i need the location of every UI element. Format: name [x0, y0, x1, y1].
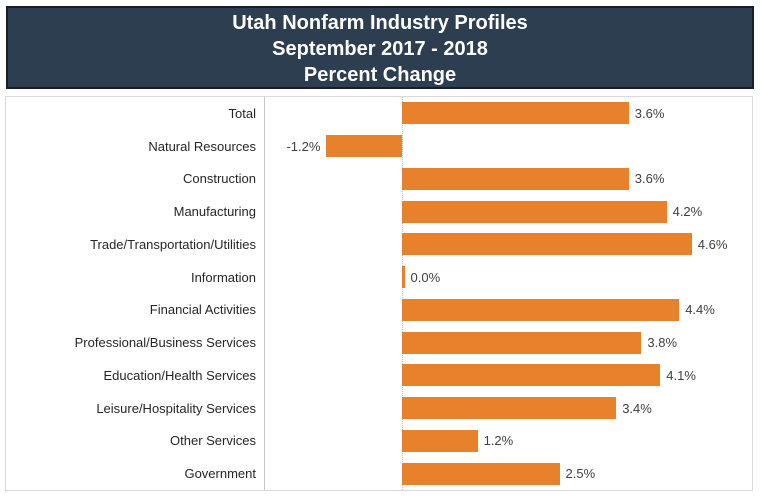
value-label: 4.6% [697, 236, 728, 252]
category-label: Information [190, 269, 256, 285]
plot-area: Total 3.6% Natural Resources -1.2% Construct… [5, 96, 753, 491]
category-label: Financial Activities [149, 302, 256, 318]
bar-row: Trade/Transportation/Utilities 4.6% [6, 228, 752, 261]
category-label: Education/Health Services [103, 367, 256, 383]
bar [402, 298, 680, 321]
bar-row: Construction 3.6% [6, 163, 752, 196]
bar-row: Total 3.6% [6, 97, 752, 130]
bar [326, 135, 402, 158]
value-label: 4.2% [672, 204, 703, 220]
category-label: Construction [183, 171, 256, 187]
chart-title-line2: September 2017 - 2018 [272, 38, 488, 60]
bar-row: Leisure/Hospitality Services 3.4% [6, 392, 752, 425]
value-label: 4.1% [666, 367, 696, 383]
bar-row: Manufacturing 4.2% [6, 195, 752, 228]
value-label: 3.6% [634, 105, 665, 121]
bar [402, 429, 478, 452]
bar [402, 266, 405, 289]
bar-row: Other Services 1.2% [6, 425, 752, 458]
value-label: 3.4% [622, 400, 652, 416]
value-label: 1.2% [483, 433, 514, 449]
bar [402, 167, 629, 190]
value-label: 0.0% [410, 269, 441, 285]
bar [402, 233, 692, 256]
category-label: Leisure/Hospitality Services [96, 400, 256, 416]
bar-row: Natural Resources -1.2% [6, 130, 752, 163]
bar [402, 462, 560, 485]
category-label: Natural Resources [148, 138, 256, 154]
category-label: Government [184, 466, 256, 482]
category-label: Professional/Business Services [74, 335, 256, 351]
bar [402, 397, 617, 420]
category-label: Trade/Transportation/Utilities [90, 236, 256, 252]
bar-row: Financial Activities 4.4% [6, 294, 752, 327]
bar-row: Information 0.0% [6, 261, 752, 294]
value-label: 2.5% [565, 466, 596, 482]
category-label: Other Services [170, 433, 256, 449]
bar-row: Government 2.5% [6, 457, 752, 490]
category-axis-line [264, 97, 265, 490]
value-label: 3.6% [634, 171, 665, 187]
category-label: Total [228, 105, 256, 121]
value-label: 4.4% [685, 302, 715, 318]
bar-row: Professional/Business Services 3.8% [6, 326, 752, 359]
bar [402, 200, 667, 223]
bar [402, 102, 629, 125]
value-label: 3.8% [647, 335, 678, 351]
chart-title: Utah Nonfarm Industry Profiles September… [6, 6, 754, 89]
bar-row: Education/Health Services 4.1% [6, 359, 752, 392]
bars-area: Total 3.6% Natural Resources -1.2% Construct… [6, 97, 752, 490]
chart-title-line1: Utah Nonfarm Industry Profiles [232, 12, 528, 34]
bar [402, 364, 661, 387]
category-label: Manufacturing [173, 204, 256, 220]
value-label: -1.2% [286, 138, 321, 154]
bar [402, 331, 642, 354]
zero-baseline [402, 97, 403, 490]
chart-title-line3: Percent Change [303, 64, 457, 86]
